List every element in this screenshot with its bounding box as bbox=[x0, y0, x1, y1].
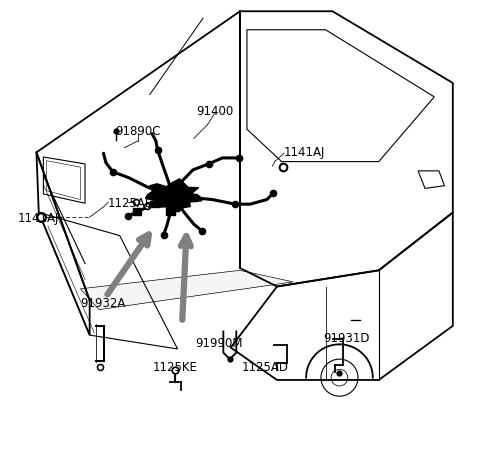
Bar bbox=[150, 201, 158, 208]
Text: 1141AJ: 1141AJ bbox=[18, 211, 60, 224]
Text: 91400: 91400 bbox=[196, 105, 233, 118]
Bar bbox=[133, 209, 142, 215]
Polygon shape bbox=[145, 180, 202, 213]
Text: 1141AJ: 1141AJ bbox=[284, 146, 325, 159]
Text: 1125AD: 1125AD bbox=[242, 360, 289, 373]
Bar bbox=[189, 195, 197, 201]
Text: 91931D: 91931D bbox=[323, 331, 370, 344]
Text: 91932A: 91932A bbox=[80, 297, 126, 310]
Polygon shape bbox=[80, 271, 293, 310]
Text: 1125KE: 1125KE bbox=[153, 360, 198, 373]
Text: 1125AE: 1125AE bbox=[108, 196, 154, 209]
Bar bbox=[167, 209, 175, 215]
Text: 91890C: 91890C bbox=[116, 125, 161, 138]
Text: 91990M: 91990M bbox=[195, 337, 243, 350]
